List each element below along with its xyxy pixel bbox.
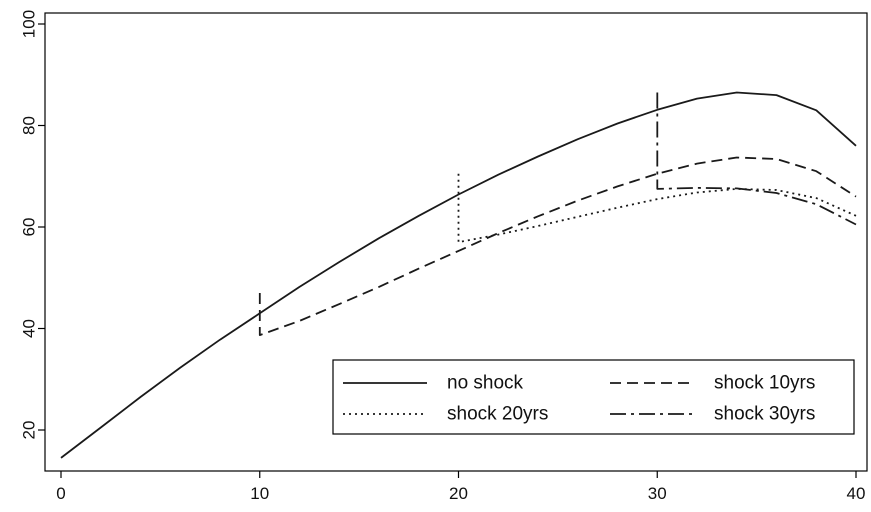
x-tick-label: 20 <box>449 484 468 503</box>
x-tick-label: 0 <box>56 484 65 503</box>
series-line-shock-30yrs <box>656 92 857 226</box>
series-line-shock-20yrs <box>457 173 857 244</box>
x-axis: 0 10 20 30 40 <box>56 471 865 503</box>
legend-label: no shock <box>447 373 524 394</box>
y-tick-label: 60 <box>20 218 39 237</box>
x-tick-label: 10 <box>250 484 269 503</box>
legend-label: shock 20yrs <box>447 404 548 425</box>
plot-frame <box>44 12 868 472</box>
y-tick-label: 80 <box>20 116 39 135</box>
legend-label: shock 30yrs <box>714 404 815 425</box>
legend: no shock shock 10yrs shock 20yrs shock 30yr… <box>332 359 855 435</box>
y-axis: 20 40 60 80 100 <box>20 10 45 440</box>
legend-box <box>332 359 855 435</box>
y-tick-label: 40 <box>20 319 39 338</box>
legend-label: shock 10yrs <box>714 373 815 394</box>
y-tick-label: 20 <box>20 421 39 440</box>
series-line-shock-10yrs <box>258 156 857 336</box>
y-tick-label: 100 <box>20 10 39 38</box>
series-layer <box>60 91 857 459</box>
x-tick-label: 30 <box>648 484 667 503</box>
x-tick-label: 40 <box>847 484 866 503</box>
series-line-no-shock <box>60 91 857 459</box>
